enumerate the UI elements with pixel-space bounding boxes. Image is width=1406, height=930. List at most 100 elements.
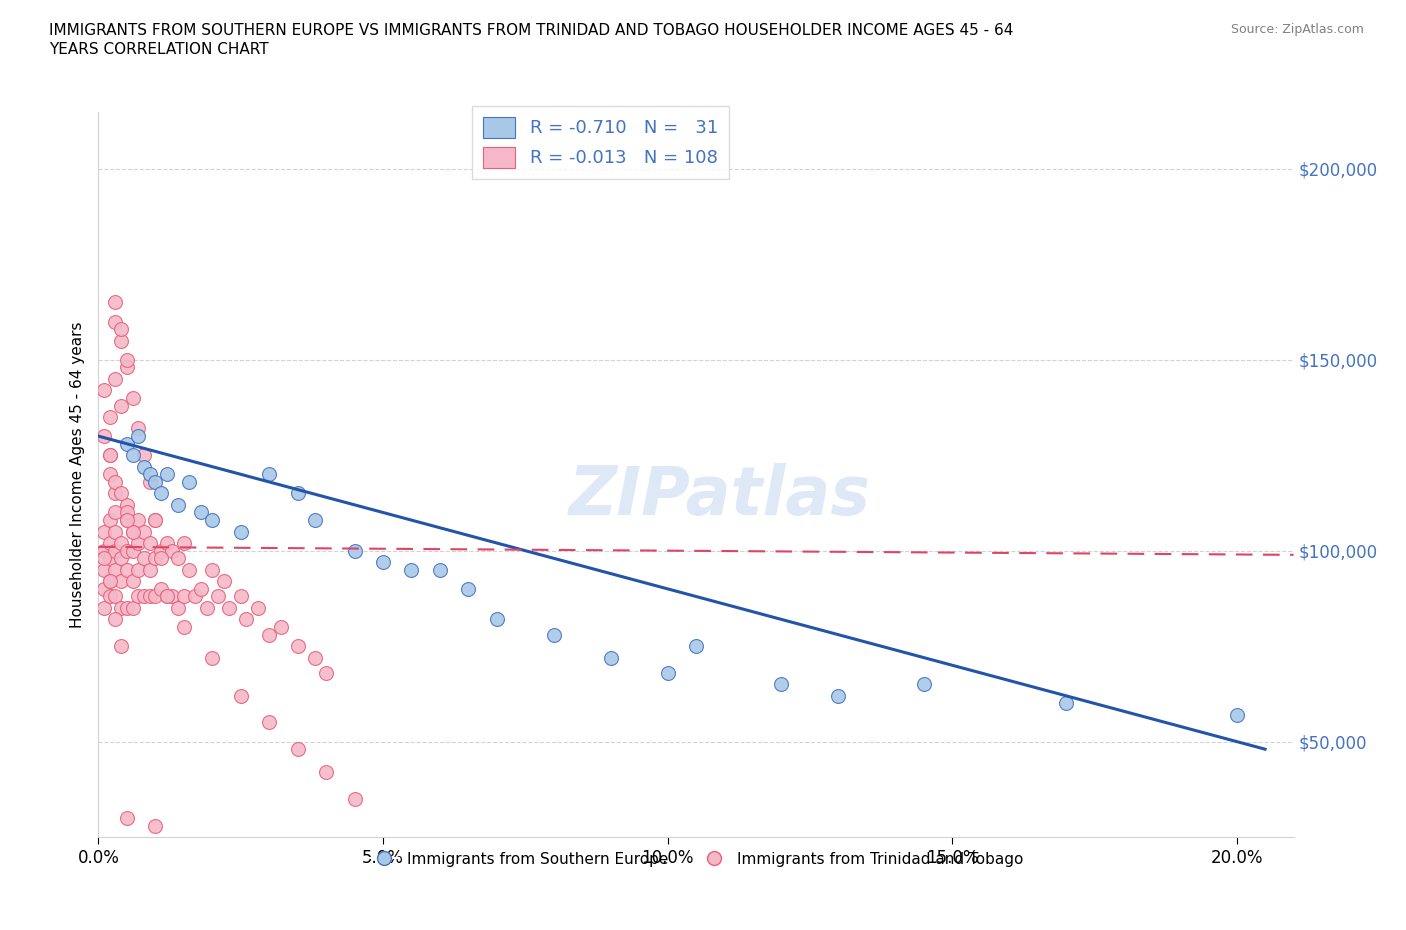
Point bbox=[201, 512, 224, 527]
Point bbox=[121, 574, 143, 589]
Point bbox=[115, 360, 138, 375]
Point bbox=[93, 581, 115, 596]
Point bbox=[115, 512, 138, 527]
Point bbox=[257, 715, 280, 730]
Point bbox=[912, 677, 935, 692]
Point bbox=[304, 650, 326, 665]
Point bbox=[104, 612, 127, 627]
Point bbox=[150, 581, 173, 596]
Point bbox=[110, 398, 132, 413]
Point bbox=[1226, 708, 1249, 723]
Point bbox=[115, 810, 138, 825]
Point bbox=[104, 543, 127, 558]
Point bbox=[115, 436, 138, 451]
Point bbox=[257, 467, 280, 482]
Point bbox=[143, 551, 166, 565]
Point bbox=[127, 536, 149, 551]
Point bbox=[110, 322, 132, 337]
Point bbox=[179, 474, 201, 489]
Point bbox=[98, 467, 121, 482]
Point bbox=[93, 383, 115, 398]
Point bbox=[115, 563, 138, 578]
Point bbox=[104, 525, 127, 539]
Point bbox=[127, 421, 149, 436]
Point bbox=[93, 551, 115, 565]
Point bbox=[121, 447, 143, 462]
Point bbox=[115, 352, 138, 367]
Point bbox=[121, 525, 143, 539]
Point bbox=[143, 512, 166, 527]
Point bbox=[132, 589, 155, 604]
Point bbox=[599, 650, 621, 665]
Point bbox=[287, 639, 309, 654]
Point bbox=[1054, 696, 1077, 711]
Point bbox=[315, 665, 337, 680]
Point bbox=[138, 467, 160, 482]
Point bbox=[229, 525, 252, 539]
Point bbox=[104, 563, 127, 578]
Point bbox=[132, 459, 155, 474]
Point bbox=[543, 627, 565, 642]
Point bbox=[190, 505, 212, 520]
Point bbox=[127, 429, 149, 444]
Text: YEARS CORRELATION CHART: YEARS CORRELATION CHART bbox=[49, 42, 269, 57]
Point bbox=[98, 409, 121, 424]
Point bbox=[371, 554, 394, 569]
Point bbox=[150, 543, 173, 558]
Point bbox=[93, 563, 115, 578]
Point bbox=[218, 601, 240, 616]
Point bbox=[138, 563, 160, 578]
Point bbox=[429, 563, 451, 578]
Point bbox=[143, 818, 166, 833]
Point bbox=[304, 512, 326, 527]
Point bbox=[132, 525, 155, 539]
Point bbox=[179, 563, 201, 578]
Point bbox=[770, 677, 793, 692]
Point bbox=[201, 650, 224, 665]
Point bbox=[110, 536, 132, 551]
Point bbox=[212, 574, 235, 589]
Point bbox=[127, 563, 149, 578]
Point bbox=[156, 536, 179, 551]
Point bbox=[343, 791, 366, 806]
Point bbox=[167, 551, 190, 565]
Point bbox=[138, 589, 160, 604]
Point bbox=[93, 429, 115, 444]
Point bbox=[110, 601, 132, 616]
Point bbox=[257, 627, 280, 642]
Point bbox=[121, 601, 143, 616]
Point bbox=[104, 371, 127, 386]
Point bbox=[115, 601, 138, 616]
Point bbox=[121, 525, 143, 539]
Point bbox=[115, 498, 138, 512]
Point bbox=[173, 619, 195, 634]
Point bbox=[315, 764, 337, 779]
Point bbox=[115, 543, 138, 558]
Point bbox=[190, 581, 212, 596]
Point bbox=[98, 574, 121, 589]
Point bbox=[685, 639, 707, 654]
Point bbox=[173, 589, 195, 604]
Point bbox=[127, 512, 149, 527]
Point bbox=[167, 601, 190, 616]
Point bbox=[98, 551, 121, 565]
Point bbox=[104, 314, 127, 329]
Point bbox=[270, 619, 292, 634]
Point bbox=[104, 295, 127, 310]
Point bbox=[287, 742, 309, 757]
Point bbox=[401, 563, 423, 578]
Point bbox=[657, 665, 679, 680]
Point bbox=[110, 486, 132, 501]
Point bbox=[156, 589, 179, 604]
Point bbox=[98, 447, 121, 462]
Point bbox=[110, 574, 132, 589]
Point bbox=[184, 589, 207, 604]
Point bbox=[138, 536, 160, 551]
Point bbox=[121, 391, 143, 405]
Point bbox=[229, 688, 252, 703]
Point bbox=[132, 551, 155, 565]
Point bbox=[98, 512, 121, 527]
Point bbox=[343, 543, 366, 558]
Point bbox=[121, 543, 143, 558]
Point bbox=[287, 486, 309, 501]
